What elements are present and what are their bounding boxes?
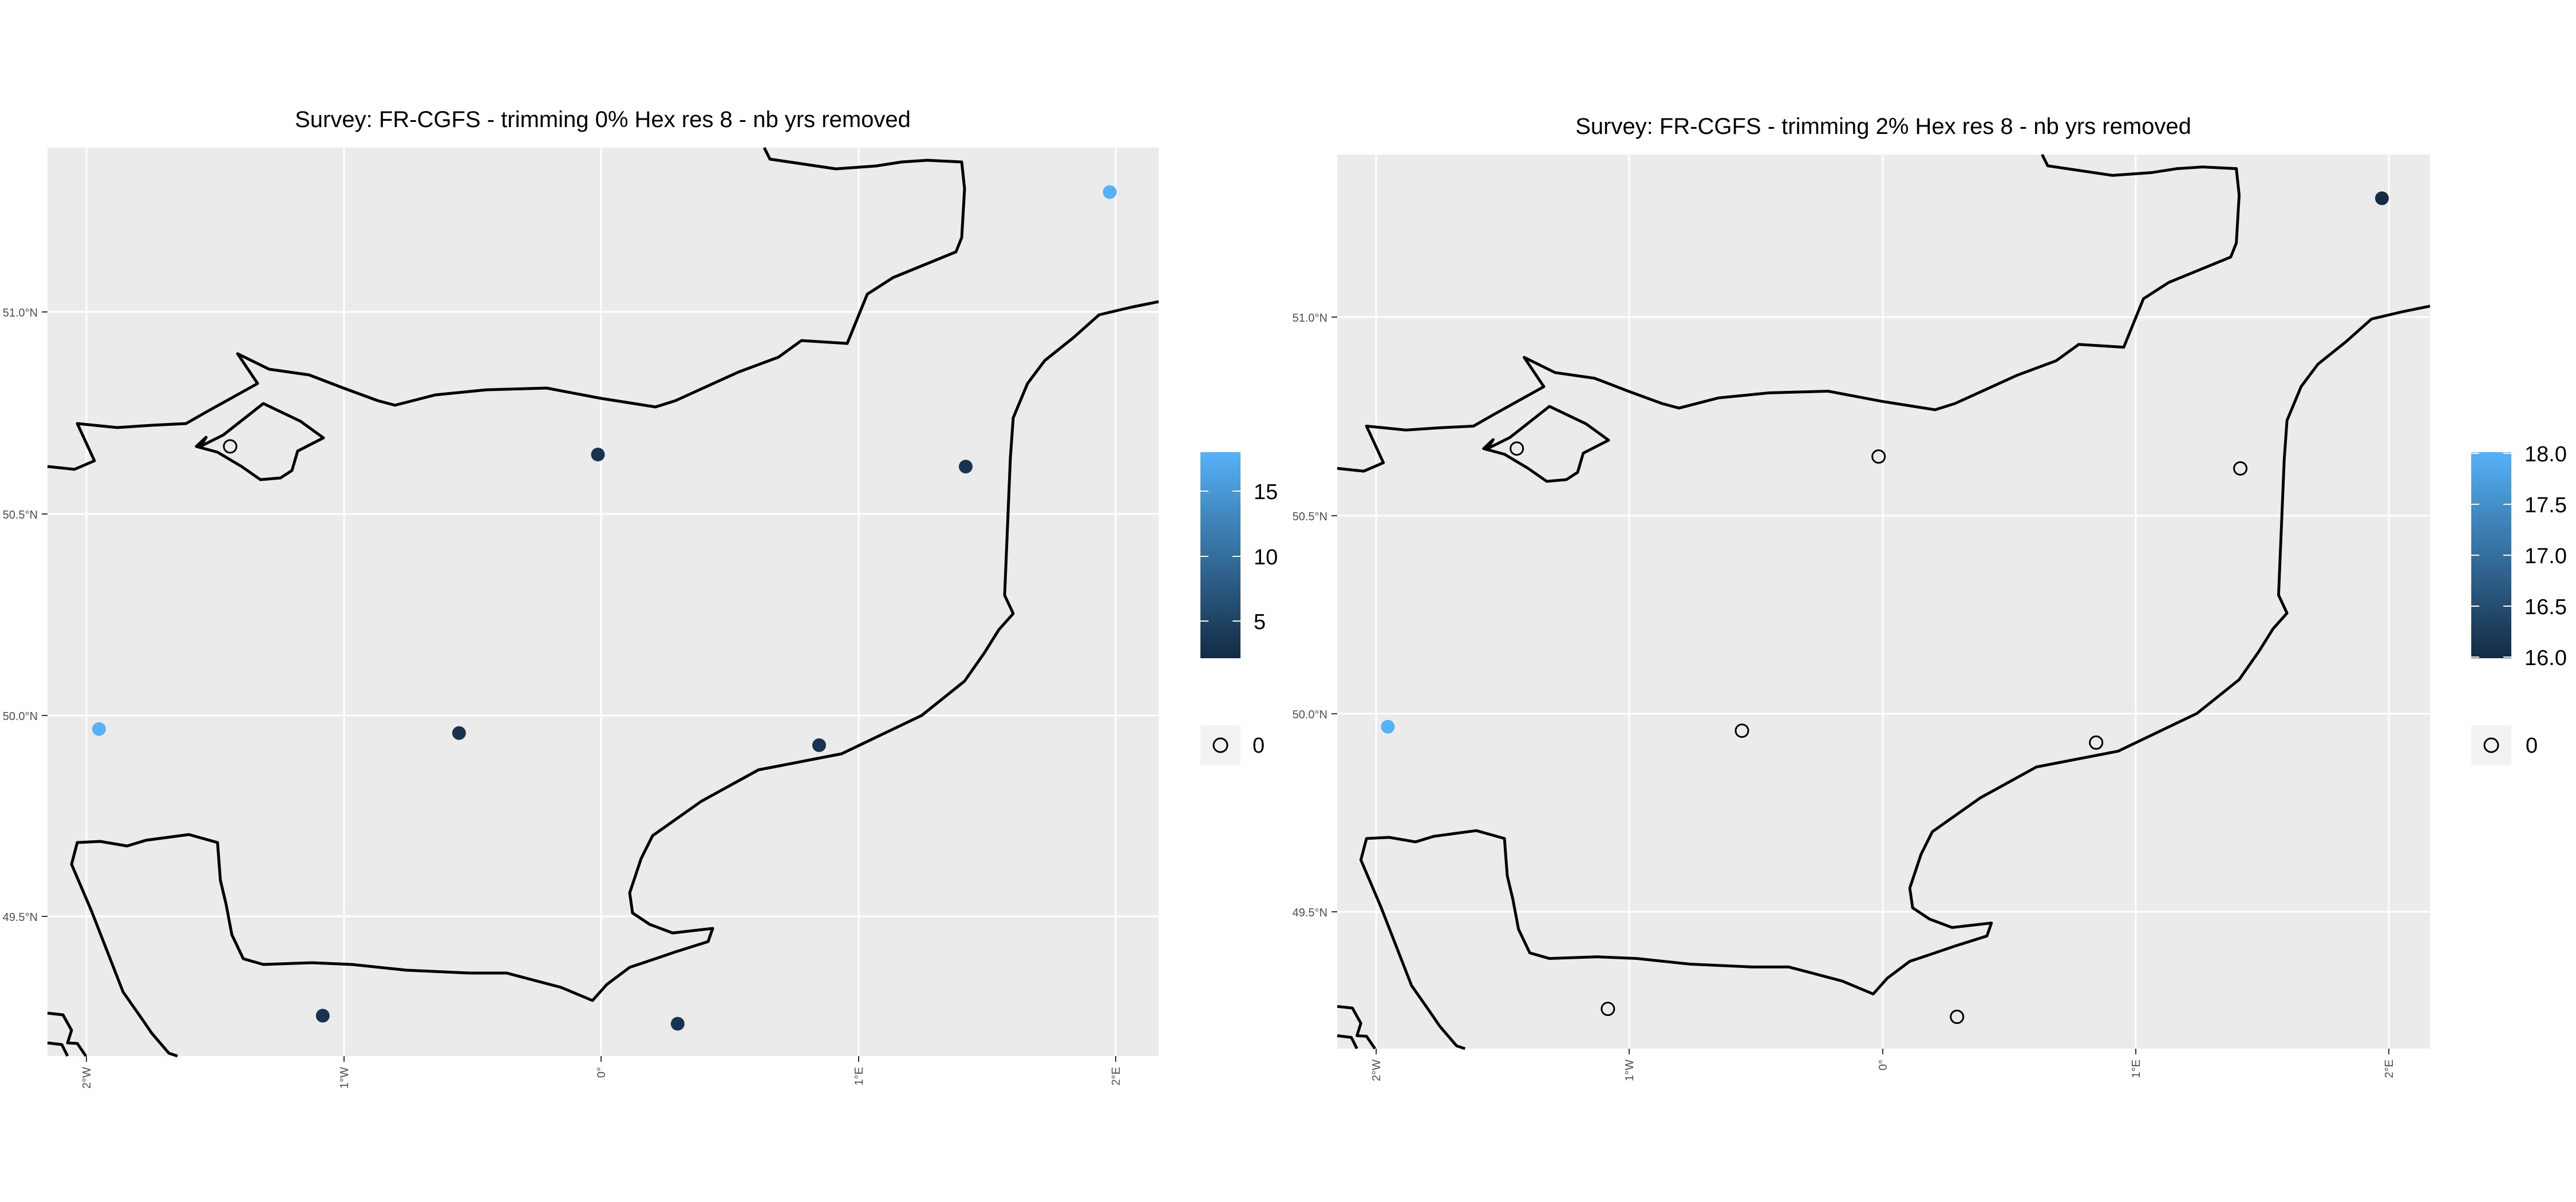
zero-value-point [1601,1002,1615,1017]
colorbar-tick-label: 16.5 [2524,595,2567,619]
zero-value-point [2089,735,2104,750]
lat-tick-label: 49.5°N [1293,907,1327,919]
colorbar-tick-label: 15 [1254,480,1278,504]
zero-legend-label: 0 [2526,734,2538,758]
value-point [1103,185,1117,199]
panel-title: Survey: FR-CGFS - trimming 0% Hex res 8 … [295,107,911,132]
lat-tick-label: 50.5°N [1293,511,1327,523]
lon-tick-label: 1°W [338,1067,351,1089]
lon-tick-label: 0° [595,1067,608,1078]
value-point [452,726,466,740]
longitude-axis: 2°W 1°W 0° 1°E 2°E [1370,1049,2396,1081]
zero-value-point [1950,1010,1965,1024]
colorbar-tick-label: 17.5 [2524,493,2567,517]
map-panel-left: Survey: FR-CGFS - trimming 0% Hex res 8 … [3,107,1278,1089]
lon-tick-label: 1°E [853,1067,866,1085]
coastline [47,147,1159,1058]
colorbar-tick-label: 5 [1254,610,1266,634]
longitude-axis: 2°W 1°W 0° 1°E 2°E [81,1056,1123,1089]
zero-value-legend: 0 [1200,725,1265,765]
coastline [1337,153,2431,1050]
colorbar-legend: 15 10 5 [1200,452,1278,658]
value-point [315,1009,330,1023]
graticule-grid [1337,155,2430,1049]
value-point [670,1017,685,1031]
colorbar-tick-label: 18.0 [2524,442,2567,466]
lat-tick-label: 50.0°N [3,710,38,723]
colorbar-tick-label: 10 [1254,545,1278,570]
latitude-axis: 51.0°N 50.5°N 50.0°N 49.5°N [1293,312,1337,919]
value-point [2375,191,2389,205]
value-point [812,738,826,752]
station-points [92,185,1117,1031]
lat-tick-label: 50.5°N [3,509,38,521]
lat-tick-label: 51.0°N [1293,312,1327,325]
zero-legend-label: 0 [1253,734,1265,758]
value-point [591,448,605,462]
graticule-grid [48,148,1159,1056]
zero-value-point [1871,449,1886,464]
lon-tick-label: 0° [1877,1059,1890,1070]
zero-value-legend: 0 [2471,725,2538,765]
zero-value-point [1510,441,1524,456]
lon-tick-label: 2°E [1110,1067,1123,1085]
lat-tick-label: 50.0°N [1293,709,1327,721]
station-points [1381,191,2389,1024]
latitude-axis: 51.0°N 50.5°N 50.0°N 49.5°N [3,307,48,924]
value-point [92,722,106,736]
panel-title: Survey: FR-CGFS - trimming 2% Hex res 8 … [1575,114,2191,139]
map-panel-right: Survey: FR-CGFS - trimming 2% Hex res 8 … [1293,114,2567,1081]
lon-tick-label: 2°W [1370,1059,1383,1081]
lon-tick-label: 1°E [2130,1059,2143,1078]
lon-tick-label: 1°W [1623,1059,1636,1081]
value-point [959,460,973,474]
colorbar-tick-label: 16.0 [2524,646,2567,670]
value-point [1381,719,1395,734]
plot-background [48,148,1159,1056]
lon-tick-label: 2°W [81,1067,93,1089]
lat-tick-label: 49.5°N [3,911,38,924]
zero-value-point [2233,461,2248,476]
lat-tick-label: 51.0°N [3,307,38,319]
zero-value-point [1735,723,1749,738]
lon-tick-label: 2°E [2383,1059,2396,1078]
colorbar-tick-label: 17.0 [2524,544,2567,568]
colorbar [1200,452,1240,658]
colorbar-legend: 18.0 17.5 17.0 16.5 16.0 [2471,442,2567,670]
zero-value-point [223,439,238,454]
